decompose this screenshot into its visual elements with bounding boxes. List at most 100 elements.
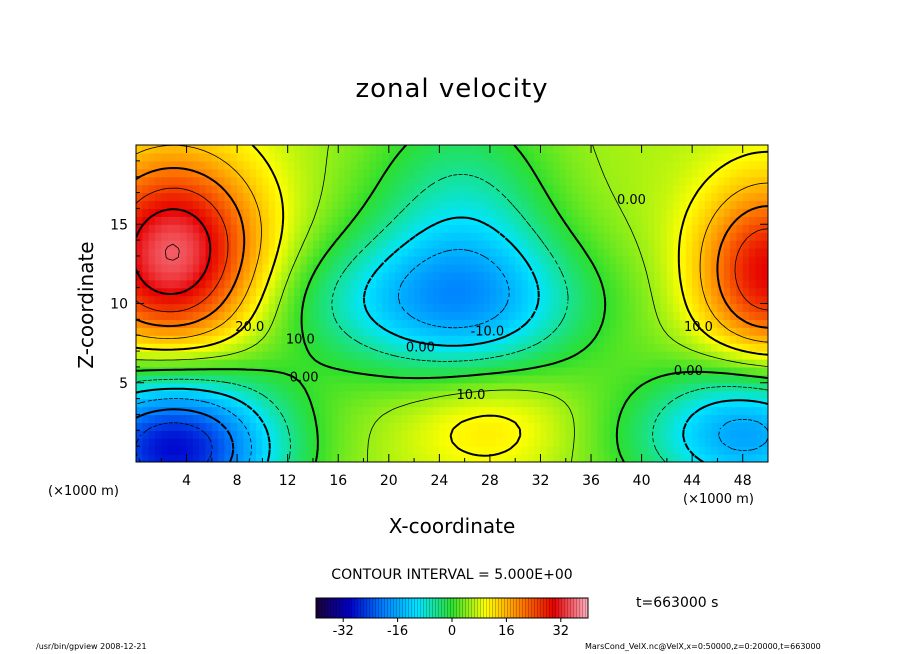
contour-label: 0.00: [290, 370, 319, 385]
heatmap-cell: [154, 446, 162, 455]
heatmap-cell: [363, 382, 371, 392]
heatmap-cell: [628, 335, 636, 344]
heatmap-cell: [344, 358, 352, 368]
heatmap-cell: [578, 224, 586, 233]
heatmap-cell: [685, 406, 693, 416]
heatmap-cell: [508, 406, 516, 416]
heatmap-cell: [641, 168, 649, 178]
contour-label: 0.00: [406, 340, 435, 355]
heatmap-cell: [237, 279, 245, 289]
heatmap-cell: [331, 192, 339, 202]
heatmap-cell: [331, 279, 339, 289]
heatmap-cell: [723, 303, 731, 313]
heatmap-cell: [445, 248, 453, 257]
heatmap-cell: [388, 390, 396, 400]
heatmap-cell: [230, 422, 238, 431]
heatmap-cell: [452, 303, 459, 313]
heatmap-cell: [243, 295, 251, 305]
heatmap-cell: [730, 279, 737, 289]
heatmap-cell: [540, 160, 548, 170]
colorbar-stripes: [316, 598, 588, 618]
heatmap-cell: [540, 279, 548, 289]
heatmap-cell: [578, 232, 586, 241]
heatmap-cell: [755, 176, 763, 186]
heatmap-cell: [275, 279, 282, 289]
heatmap-cell: [470, 343, 478, 352]
heatmap-cell: [357, 216, 365, 225]
heatmap-cell: [711, 374, 719, 384]
heatmap-cell: [281, 232, 289, 241]
heatmap-cell: [205, 145, 213, 154]
heatmap-cell: [749, 398, 756, 408]
heatmap-cell: [622, 390, 630, 400]
heatmap-cell: [262, 263, 270, 273]
heatmap-cell: [331, 295, 339, 305]
heatmap-cell: [591, 351, 598, 360]
heatmap-cell: [243, 303, 251, 313]
heatmap-cell: [527, 200, 535, 210]
heatmap-cell: [439, 430, 447, 439]
heatmap-cell: [439, 327, 447, 336]
heatmap-cell: [433, 152, 440, 162]
heatmap-cell: [433, 446, 440, 455]
heatmap-cell: [464, 184, 472, 194]
heatmap-cell: [199, 263, 207, 273]
heatmap-cell: [458, 279, 466, 289]
heatmap-cell: [559, 145, 567, 154]
heatmap-cell: [300, 279, 308, 289]
heatmap-cell: [470, 192, 478, 202]
heatmap-cell: [420, 446, 428, 455]
heatmap-cell: [704, 160, 712, 170]
heatmap-cell: [350, 446, 358, 455]
heatmap-cell: [464, 406, 472, 416]
heatmap-cell: [565, 279, 573, 289]
heatmap-cell: [610, 454, 617, 462]
heatmap-cell: [527, 422, 535, 431]
heatmap-cell: [294, 232, 301, 241]
heatmap-cell: [224, 295, 232, 305]
heatmap-cell: [407, 438, 415, 447]
heatmap-cell: [578, 319, 586, 328]
heatmap-cell: [344, 351, 352, 360]
heatmap-cell: [325, 192, 333, 202]
heatmap-cell: [376, 454, 384, 462]
heatmap-cell: [464, 145, 472, 154]
contour-line: [136, 145, 768, 462]
heatmap-cell: [395, 240, 403, 249]
heatmap-cell: [180, 168, 188, 178]
heatmap-cell: [426, 240, 434, 249]
heatmap-cell: [673, 160, 681, 170]
heatmap-cell: [142, 406, 150, 416]
heatmap-cell: [736, 232, 744, 241]
heatmap-cell: [154, 224, 162, 233]
heatmap-cell: [603, 287, 611, 297]
heatmap-cell: [180, 430, 188, 439]
heatmap-cell: [445, 414, 453, 423]
heatmap-cell: [572, 279, 579, 289]
heatmap-cell: [249, 343, 257, 352]
heatmap-cell: [180, 422, 188, 431]
heatmap-cell: [508, 263, 516, 273]
heatmap-cell: [572, 295, 579, 305]
heatmap-cell: [306, 374, 314, 384]
heatmap-cell: [736, 422, 744, 431]
heatmap-cell: [660, 168, 668, 178]
heatmap-cell: [749, 374, 756, 384]
heatmap-cell: [211, 271, 219, 281]
heatmap-cell: [742, 351, 750, 360]
heatmap-cell: [331, 240, 339, 249]
heatmap-cell: [692, 263, 700, 273]
heatmap-cell: [723, 263, 731, 273]
heatmap-cell: [755, 287, 763, 297]
heatmap-cell: [685, 422, 693, 431]
heatmap-cell: [628, 414, 636, 423]
heatmap-cell: [344, 319, 352, 328]
heatmap-cell: [287, 248, 295, 257]
heatmap-cell: [281, 319, 289, 328]
heatmap-cell: [136, 145, 143, 154]
heatmap-cell: [635, 271, 643, 281]
heatmap-cell: [167, 358, 175, 368]
heatmap-cell: [673, 374, 681, 384]
heatmap-cell: [679, 295, 687, 305]
heatmap-cell: [647, 271, 655, 281]
